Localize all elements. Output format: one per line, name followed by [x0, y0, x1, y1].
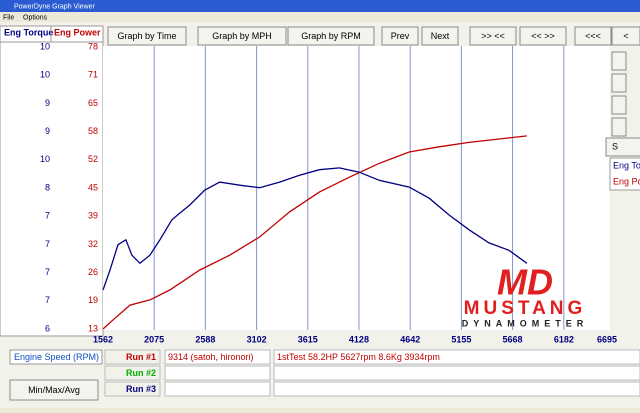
y2-tick-label: 7 — [45, 267, 50, 277]
legend-entry: Eng Tor — [613, 160, 640, 170]
toolbar-button-label[interactable]: >> << — [481, 31, 505, 41]
axis-panel — [0, 25, 104, 337]
scroll-button[interactable] — [611, 73, 627, 93]
toolbar-button-label[interactable]: Next — [431, 31, 450, 41]
x-title-box — [9, 349, 103, 365]
y-tick-label: 32 — [88, 239, 98, 249]
toolbar-button-label[interactable]: << >> — [531, 31, 555, 41]
x-title: Engine Speed (RPM) — [14, 352, 99, 362]
y-tick-label: 13 — [88, 323, 98, 333]
toolbar-button[interactable] — [574, 26, 612, 46]
y2-tick-label: 10 — [40, 154, 50, 164]
window-title: PowerDyne Graph Viewer — [14, 3, 95, 10]
toolbar-button-label[interactable]: < — [623, 31, 628, 41]
x-tick-label: 3102 — [247, 334, 267, 344]
x-tick-label: 1562 — [93, 334, 113, 344]
toolbar-button[interactable] — [421, 26, 459, 46]
y-tick-label: 39 — [88, 211, 98, 221]
y-tick-label: 71 — [88, 70, 98, 80]
y2-tick-label: 8 — [45, 182, 50, 192]
y-tick-label: 58 — [88, 126, 98, 136]
menu-item[interactable]: Options — [23, 14, 48, 21]
run-label: Run #3 — [126, 384, 156, 394]
toolbar-button[interactable] — [197, 26, 287, 46]
run-file: 9314 (satoh, hironori) — [168, 352, 254, 362]
side-button-label[interactable]: S — [612, 141, 618, 151]
run-label: Run #2 — [126, 368, 156, 378]
run-label-box — [104, 349, 161, 365]
y2-tick-label: 7 — [45, 295, 50, 305]
y2-tick-label: 9 — [45, 126, 50, 136]
run-summary-box — [273, 365, 640, 381]
logo-subtitle: DYNAMOMETER — [462, 318, 589, 328]
toolbar-button[interactable] — [107, 26, 187, 46]
toolbar-button[interactable] — [469, 26, 517, 46]
y2-tick-label: 6 — [45, 323, 50, 333]
run-label-box — [104, 365, 161, 381]
y2-title: Eng Torque — [4, 27, 53, 37]
y-tick-label: 26 — [88, 267, 98, 277]
min-max-button[interactable] — [9, 379, 99, 401]
menu-bar — [0, 12, 640, 22]
title-bar — [0, 0, 640, 12]
logo-name: MUSTANG — [464, 298, 587, 319]
x-tick-label: 4128 — [349, 334, 369, 344]
y-tick-label: 19 — [88, 295, 98, 305]
y-tick-label: 65 — [88, 98, 98, 108]
legend-box — [609, 157, 640, 191]
y2-tick-label: 7 — [45, 239, 50, 249]
scroll-button[interactable] — [611, 117, 627, 137]
scroll-button[interactable] — [611, 51, 627, 71]
run-file-box — [164, 365, 271, 381]
legend-entry: Eng Po — [613, 176, 640, 186]
side-button[interactable] — [605, 137, 640, 157]
y-tick-label: 45 — [88, 182, 98, 192]
x-tick-label: 5155 — [451, 334, 471, 344]
run-summary: 1stTest 58.2HP 5627rpm 8.6Kg 3934rpm — [277, 352, 440, 362]
logo-mark: MD — [497, 262, 553, 303]
y2-tick-label: 9 — [45, 98, 50, 108]
run-summary-box — [273, 381, 640, 397]
x-tick-label: 6695 — [597, 334, 617, 344]
run-summary-box — [273, 349, 640, 365]
x-tick-label: 4642 — [400, 334, 420, 344]
right-panel — [610, 46, 640, 336]
y2-tick-label: 10 — [40, 70, 50, 80]
y-tick-label: 52 — [88, 154, 98, 164]
toolbar-button[interactable] — [381, 26, 419, 46]
toolbar-button[interactable] — [519, 26, 567, 46]
run-label: Run #1 — [126, 352, 156, 362]
run-file-box — [164, 349, 271, 365]
toolbar-button-label[interactable]: <<< — [585, 31, 601, 41]
toolbar-button-label[interactable]: Prev — [391, 31, 410, 41]
run-label-box — [104, 381, 161, 397]
y2-tick-label: 7 — [45, 211, 50, 221]
menu-item[interactable]: File — [3, 14, 14, 21]
toolbar-button-label[interactable]: Graph by Time — [117, 31, 176, 41]
x-tick-label: 6182 — [554, 334, 574, 344]
toolbar-button-label[interactable]: Graph by MPH — [212, 31, 272, 41]
toolbar-button[interactable] — [611, 26, 640, 46]
run-file-box — [164, 381, 271, 397]
y2-tick-label: 10 — [40, 41, 50, 51]
x-tick-label: 2588 — [195, 334, 215, 344]
series-line — [102, 135, 527, 330]
min-max-button-label[interactable]: Min/Max/Avg — [28, 385, 80, 395]
y-tick-label: 78 — [88, 41, 98, 51]
x-tick-label: 5668 — [503, 334, 523, 344]
toolbar-button[interactable] — [287, 26, 375, 46]
scroll-button[interactable] — [611, 95, 627, 115]
y-title: Eng Power — [54, 27, 101, 37]
toolbar-button-label[interactable]: Graph by RPM — [301, 31, 361, 41]
x-tick-label: 2075 — [144, 334, 164, 344]
series-line — [102, 167, 528, 291]
x-tick-label: 3615 — [298, 334, 318, 344]
